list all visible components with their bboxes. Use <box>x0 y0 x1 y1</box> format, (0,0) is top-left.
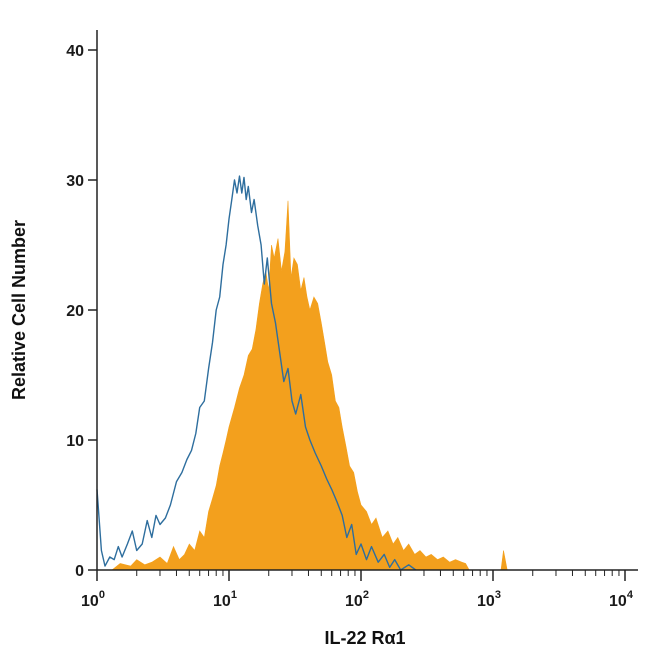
x-tick-exponent: 2 <box>363 589 369 601</box>
y-tick-label: 10 <box>66 433 84 450</box>
y-tick-label: 40 <box>66 43 84 60</box>
x-axis-title: IL-22 Rα1 <box>324 628 405 648</box>
y-tick-label: 0 <box>75 563 84 580</box>
y-axis-title: Relative Cell Number <box>9 220 29 400</box>
x-tick-label: 100 <box>81 589 105 610</box>
axes-layer <box>88 30 638 581</box>
x-tick-exponent: 1 <box>231 589 237 601</box>
x-tick-exponent: 3 <box>495 589 501 601</box>
x-tick-label: 102 <box>345 589 369 610</box>
x-tick-label: 104 <box>609 589 634 610</box>
x-tick-exponent: 4 <box>627 589 634 601</box>
series-isotype-outline <box>96 175 417 571</box>
x-tick-exponent: 0 <box>99 589 105 601</box>
labels-layer: IL-22 Rα1 Relative Cell Number 010203040… <box>9 43 634 648</box>
series-layer <box>96 175 636 571</box>
x-tick-label: 101 <box>213 589 237 610</box>
y-tick-label: 20 <box>66 303 84 320</box>
x-tick-label: 103 <box>477 589 501 610</box>
series-stained-area <box>97 200 636 571</box>
y-tick-label: 30 <box>66 173 84 190</box>
